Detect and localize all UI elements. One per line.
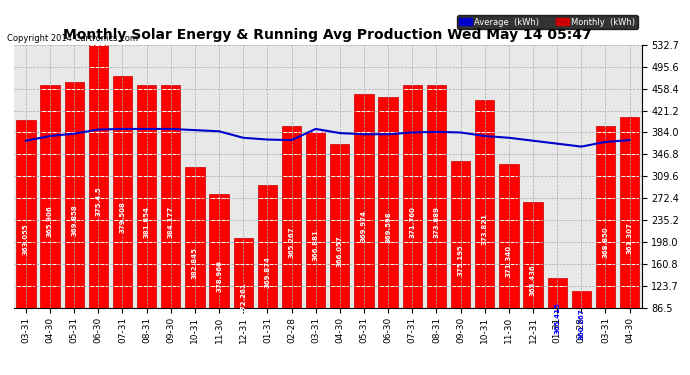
Text: 371.760: 371.760 bbox=[409, 206, 415, 237]
Text: 361.307: 361.307 bbox=[627, 222, 633, 254]
Text: 365.415: 365.415 bbox=[554, 303, 560, 334]
Text: 372.261: 372.261 bbox=[240, 282, 246, 314]
Title: Monthly Solar Energy & Running Avg Production Wed May 14 05:47: Monthly Solar Energy & Running Avg Produ… bbox=[63, 28, 592, 42]
Bar bbox=[620, 117, 640, 358]
Text: 369.974: 369.974 bbox=[361, 210, 367, 242]
Bar bbox=[258, 185, 277, 358]
Text: 384.177: 384.177 bbox=[168, 206, 174, 238]
Text: 365.906: 365.906 bbox=[47, 206, 53, 237]
Text: 378.960: 378.960 bbox=[216, 260, 222, 292]
Text: 382.845: 382.845 bbox=[192, 247, 198, 279]
Bar bbox=[137, 85, 157, 358]
Text: 369.874: 369.874 bbox=[264, 256, 270, 288]
Text: 369.858: 369.858 bbox=[71, 204, 77, 236]
Bar bbox=[185, 167, 205, 358]
Bar bbox=[403, 85, 422, 358]
Text: 381.854: 381.854 bbox=[144, 206, 150, 238]
Bar bbox=[548, 278, 567, 358]
Bar bbox=[161, 85, 181, 358]
Bar bbox=[89, 44, 108, 358]
Bar bbox=[475, 99, 495, 358]
Text: 369.598: 369.598 bbox=[385, 211, 391, 243]
Bar bbox=[113, 76, 132, 358]
Bar bbox=[233, 238, 253, 358]
Text: 373.821: 373.821 bbox=[482, 213, 488, 245]
Text: 363.055: 363.055 bbox=[23, 224, 29, 255]
Bar bbox=[17, 120, 36, 358]
Legend: Average  (kWh), Monthly  (kWh): Average (kWh), Monthly (kWh) bbox=[457, 15, 638, 29]
Bar bbox=[210, 194, 229, 358]
Bar bbox=[331, 144, 350, 358]
Bar bbox=[524, 202, 543, 358]
Text: 379.508: 379.508 bbox=[119, 201, 126, 233]
Text: 375.195: 375.195 bbox=[457, 244, 464, 276]
Text: 373.889: 373.889 bbox=[433, 206, 440, 238]
Text: 366.057: 366.057 bbox=[337, 235, 343, 267]
Text: 368.850: 368.850 bbox=[602, 226, 609, 258]
Bar bbox=[306, 132, 326, 358]
Text: 365.267: 365.267 bbox=[288, 226, 295, 258]
Bar bbox=[65, 82, 84, 358]
Text: 375.4.5: 375.4.5 bbox=[95, 186, 101, 216]
Text: Copyright 2014 Cartronics.com: Copyright 2014 Cartronics.com bbox=[7, 34, 138, 43]
Bar bbox=[596, 126, 615, 358]
Bar bbox=[427, 85, 446, 358]
Bar bbox=[451, 161, 471, 358]
Bar bbox=[282, 126, 302, 358]
Bar bbox=[572, 291, 591, 358]
Bar bbox=[500, 164, 519, 358]
Bar bbox=[379, 97, 398, 358]
Text: 371.340: 371.340 bbox=[506, 245, 512, 278]
Text: 360.267: 360.267 bbox=[578, 309, 584, 340]
Bar bbox=[355, 94, 374, 358]
Text: 365.436: 365.436 bbox=[530, 265, 536, 296]
Bar bbox=[41, 85, 60, 358]
Text: 366.881: 366.881 bbox=[313, 229, 319, 261]
